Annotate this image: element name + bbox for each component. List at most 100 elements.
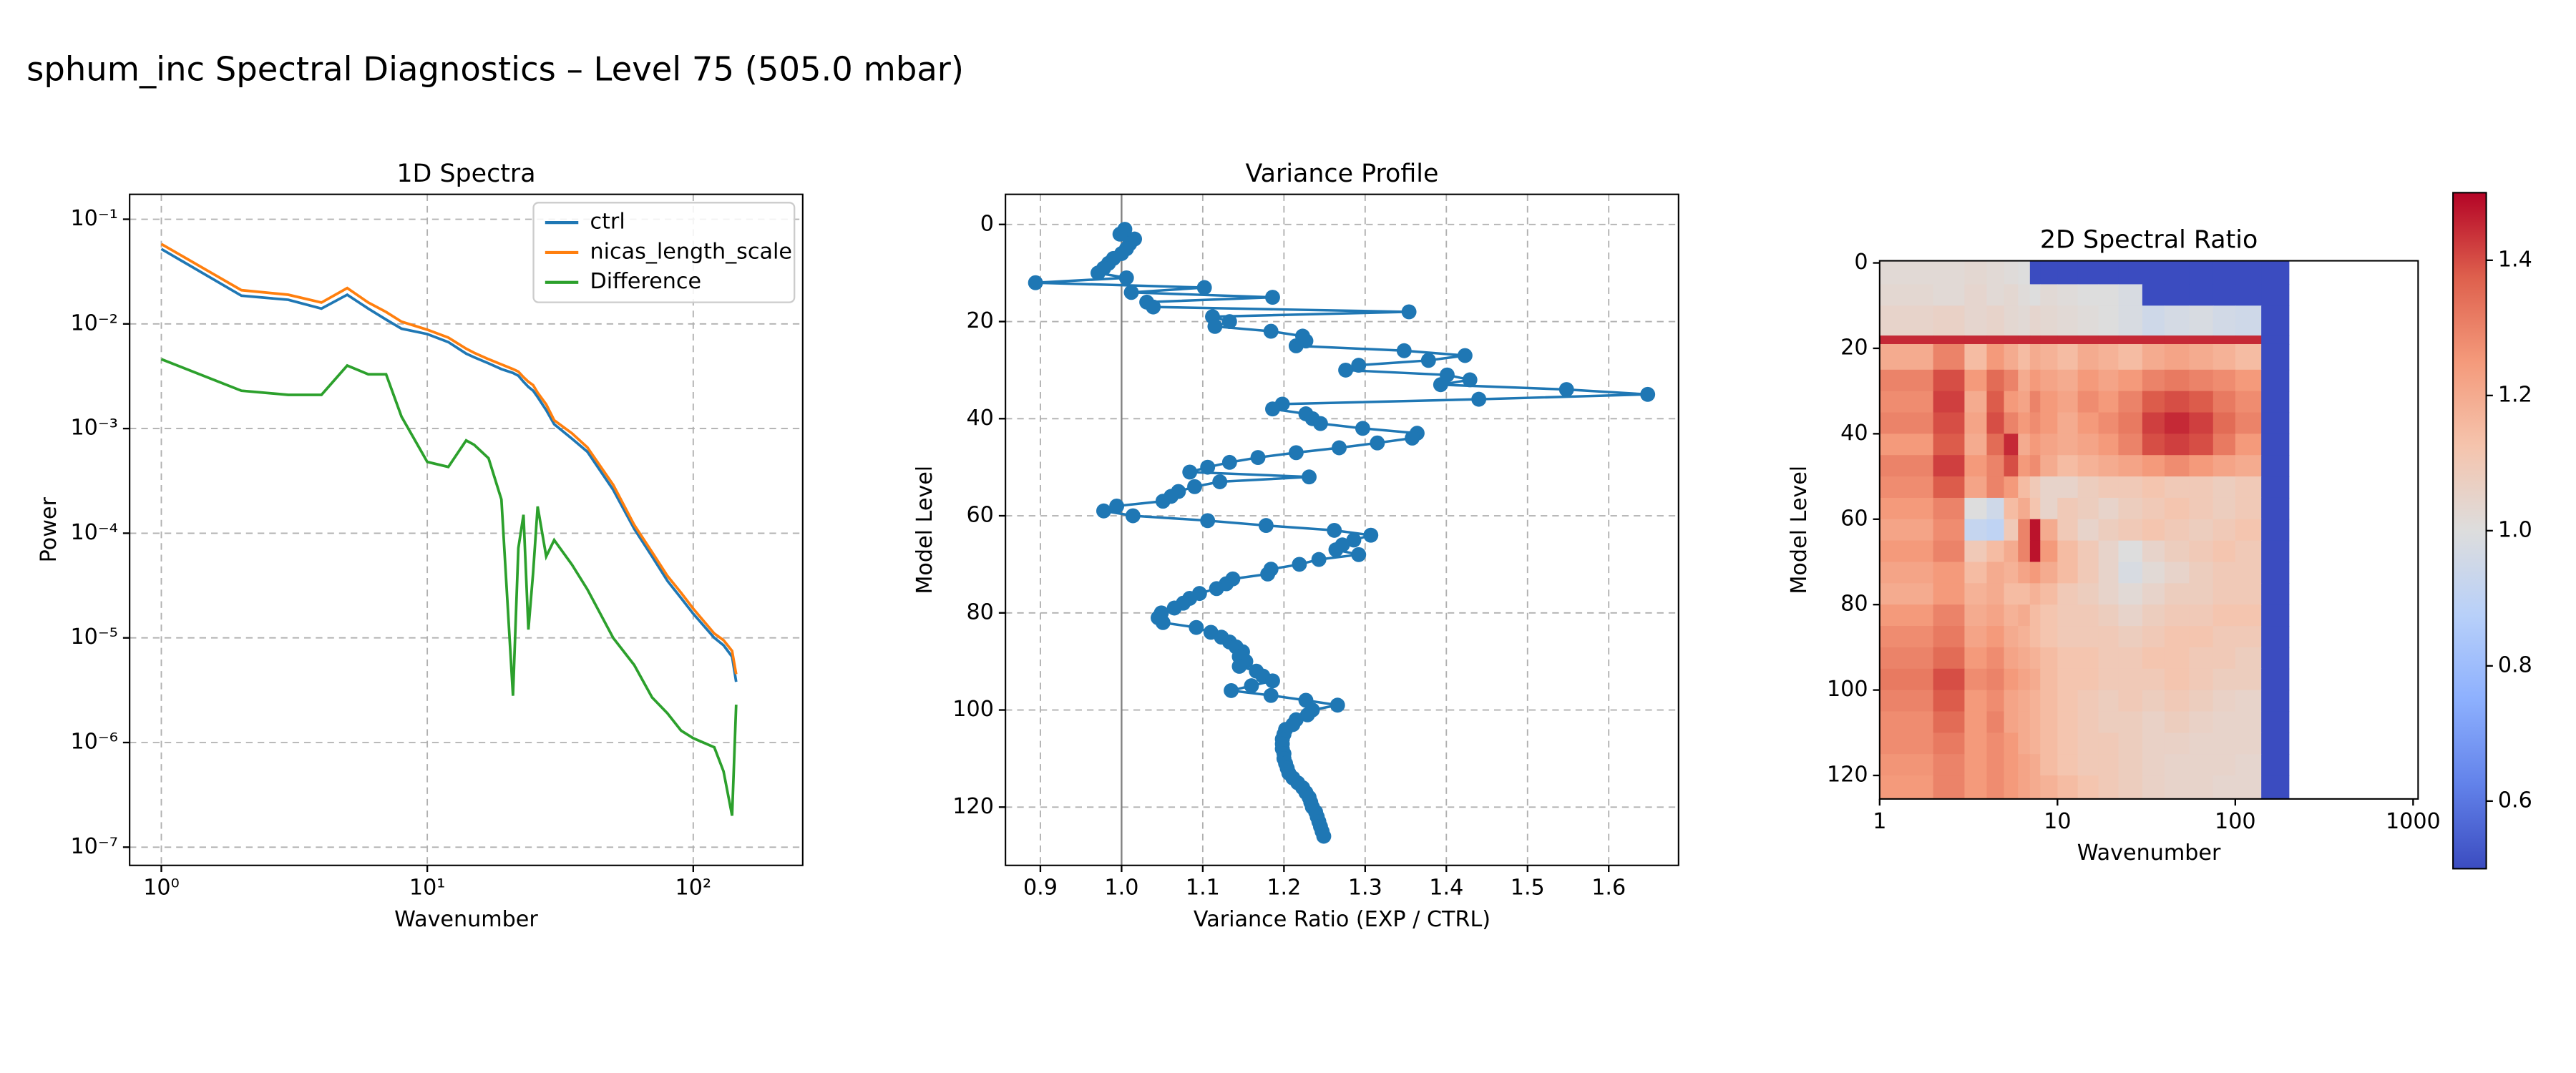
colorbar-tick-label: 0.8 <box>2498 652 2532 677</box>
heatmap-cell <box>2118 335 2143 345</box>
heatmap-cell <box>2029 497 2041 520</box>
heatmap-cell <box>2077 391 2099 413</box>
heatmap-cell <box>2118 711 2143 734</box>
marker <box>1265 401 1280 417</box>
heatmap-cell <box>1933 455 1966 477</box>
heatmap-cell <box>2004 284 2019 306</box>
heatmap-cell <box>2004 455 2019 477</box>
marker <box>1221 314 1237 329</box>
y-tick-label: 20 <box>1840 335 1868 360</box>
heatmap-cell <box>2098 455 2119 477</box>
marker <box>1263 687 1279 703</box>
heatmap-cell <box>2004 412 2019 435</box>
heatmap-cell <box>2004 519 2019 542</box>
heatmap-cell <box>2098 476 2119 499</box>
heatmap-cell <box>1879 562 1934 584</box>
heatmap-cell <box>2040 775 2059 800</box>
x-tick-label: 10¹ <box>409 876 446 901</box>
heatmap-cell <box>1986 562 2005 584</box>
marker <box>1288 338 1304 353</box>
series-line <box>160 248 738 682</box>
heatmap-cell <box>2029 369 2041 392</box>
heatmap-cell <box>2040 305 2059 336</box>
y-tick-label: 100 <box>952 697 994 722</box>
heatmap-cell <box>2189 626 2214 648</box>
marker <box>1146 299 1161 315</box>
heatmap-cell <box>2235 433 2262 456</box>
heatmap-cell <box>2029 647 2041 670</box>
heatmap-cell <box>2142 583 2165 605</box>
x-axis-label: Variance Ratio (EXP / CTRL) <box>1194 907 1491 932</box>
heatmap-cell <box>1879 412 1934 435</box>
marker <box>1125 508 1141 524</box>
heatmap-cell <box>2018 519 2031 542</box>
heatmap-cell <box>2004 260 2019 285</box>
heatmap-cell <box>2040 455 2059 477</box>
heatmap-cell <box>2077 690 2099 712</box>
heatmap-cell <box>2057 733 2079 755</box>
heatmap-cell <box>1879 497 1934 520</box>
marker <box>1328 542 1344 557</box>
heatmap-cell <box>2040 391 2059 413</box>
heatmap-cell <box>2212 343 2236 371</box>
heatmap-cell <box>2077 583 2099 605</box>
heatmap-cell <box>2040 540 2059 563</box>
figure-title: sphum_inc Spectral Diagnostics – Level 7… <box>26 49 964 88</box>
marker <box>1351 547 1367 562</box>
marker <box>1396 343 1412 358</box>
heatmap-cell <box>2029 626 2041 648</box>
heatmap-cell <box>2040 412 2059 435</box>
heatmap-cell <box>2057 455 2079 477</box>
heatmap-cell <box>2164 343 2190 371</box>
heatmap-cell <box>2098 284 2119 306</box>
x-tick-label: 1.3 <box>1348 876 1382 901</box>
heatmap-cell <box>1964 497 1988 520</box>
x-tick-label: 1.6 <box>1591 876 1626 901</box>
heatmap-cell <box>2018 754 2031 776</box>
heatmap-cell <box>1879 775 1934 800</box>
heatmap-cell <box>2004 647 2019 670</box>
heatmap-cell <box>1964 540 1988 563</box>
heatmap-cell <box>1986 647 2005 670</box>
heatmap-cell <box>2235 497 2262 520</box>
heatmap-cell <box>2164 412 2190 435</box>
heatmap-cell <box>2235 412 2262 435</box>
marker <box>1292 557 1307 572</box>
heatmap-cell <box>2077 647 2099 670</box>
heatmap-cell <box>1986 497 2005 520</box>
heatmap-cell <box>2118 343 2143 371</box>
x-tick-label: 1.1 <box>1186 876 1220 901</box>
heatmap-cell <box>1879 433 1934 456</box>
marker <box>1200 459 1216 475</box>
heatmap-cell <box>2235 343 2262 371</box>
heatmap-cell <box>2212 540 2236 563</box>
heatmap-cell <box>2235 647 2262 670</box>
heatmap-cell <box>2189 433 2214 456</box>
heatmap-cell <box>1986 604 2005 627</box>
marker <box>1244 678 1259 694</box>
marker <box>1330 697 1345 713</box>
heatmap-cell <box>1879 733 1934 755</box>
x-tick-label: 1 <box>1873 809 1886 834</box>
heatmap-cell <box>2077 711 2099 734</box>
heatmap-cell <box>1986 369 2005 392</box>
heatmap-cell <box>2018 305 2031 336</box>
heatmap-cell <box>2164 604 2190 627</box>
heatmap-cell <box>2261 343 2290 371</box>
heatmap-cell <box>2077 540 2099 563</box>
heatmap-cell <box>2004 335 2019 345</box>
heatmap-cell <box>2261 476 2290 499</box>
y-tick-label: 120 <box>952 794 994 819</box>
heatmap-cell <box>2018 540 2031 563</box>
heatmap-cell <box>1933 690 1966 712</box>
heatmap-cell <box>2164 562 2190 584</box>
heatmap-cell <box>2235 583 2262 605</box>
heatmap-cell <box>2018 690 2031 712</box>
heatmap-cell <box>2040 519 2059 542</box>
marker <box>1231 659 1247 674</box>
heatmap-cell <box>2004 391 2019 413</box>
y-tick-label: 10⁻⁵ <box>70 624 117 650</box>
heatmap-cell <box>2029 754 2041 776</box>
heatmap-cell <box>1879 391 1934 413</box>
heatmap-cell <box>2142 335 2165 345</box>
